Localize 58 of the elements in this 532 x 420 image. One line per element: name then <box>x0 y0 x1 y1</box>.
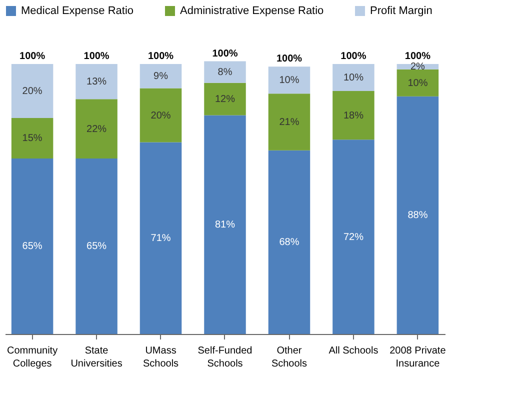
bar <box>204 61 246 83</box>
data-label: 81% <box>214 220 236 231</box>
data-label: 13% <box>86 76 107 88</box>
data-label: 65% <box>86 241 107 252</box>
x-tick-label: 2008 Private Insurance <box>390 346 446 370</box>
bar <box>140 64 182 88</box>
data-label: 22% <box>86 124 107 135</box>
bar <box>268 94 310 150</box>
bar <box>76 99 118 158</box>
data-label: 65% <box>22 241 42 252</box>
legend-label: Profit Margin <box>370 5 432 17</box>
data-label: 20% <box>22 86 42 97</box>
bar <box>332 64 374 91</box>
bar <box>76 158 118 334</box>
bar <box>140 142 182 334</box>
data-label: 9% <box>154 71 168 82</box>
data-label: 72% <box>343 232 364 243</box>
data-label: 10% <box>279 75 300 86</box>
total-label: 100% <box>340 50 366 62</box>
data-label: 68% <box>279 237 300 248</box>
bar <box>11 64 54 118</box>
data-label: 21% <box>279 117 300 128</box>
x-tick-label: State Universities <box>70 346 122 370</box>
data-label: 18% <box>343 110 364 122</box>
total-label: 100% <box>276 54 302 65</box>
data-label: 88% <box>408 210 428 222</box>
total-label: 100% <box>212 48 238 60</box>
x-tick-label: Other Schools <box>271 346 308 370</box>
bar <box>268 66 310 94</box>
total-label: 100% <box>84 50 110 62</box>
legend-label: Medical Expense Ratio <box>21 5 134 17</box>
data-label: 10% <box>343 72 364 84</box>
data-label: 15% <box>22 133 42 144</box>
bar <box>332 90 374 140</box>
x-tick-label: Self-Funded Schools <box>198 346 252 370</box>
legend-label: Administrative Expense Ratio <box>180 5 324 17</box>
x-tick-label: UMass Schools <box>142 346 179 370</box>
total-label: 100% <box>404 50 431 62</box>
x-tick-label: Community Colleges <box>7 346 58 370</box>
bar <box>204 82 246 116</box>
total-label: 100% <box>148 50 174 62</box>
data-label: 2% <box>410 62 426 73</box>
bar <box>11 118 54 158</box>
data-label: 71% <box>150 233 171 244</box>
x-tick-label: All Schools <box>328 346 378 356</box>
data-label: 20% <box>150 110 171 122</box>
data-label: 12% <box>214 94 236 106</box>
bar <box>140 88 182 142</box>
bar <box>396 69 439 96</box>
data-label: 10% <box>408 78 428 89</box>
bar <box>76 64 118 100</box>
bar <box>268 150 310 334</box>
bar <box>204 115 246 334</box>
total-label: 100% <box>20 50 46 62</box>
bar <box>396 96 439 334</box>
bar <box>11 158 54 334</box>
data-label: 8% <box>218 67 232 78</box>
bar <box>332 140 374 334</box>
